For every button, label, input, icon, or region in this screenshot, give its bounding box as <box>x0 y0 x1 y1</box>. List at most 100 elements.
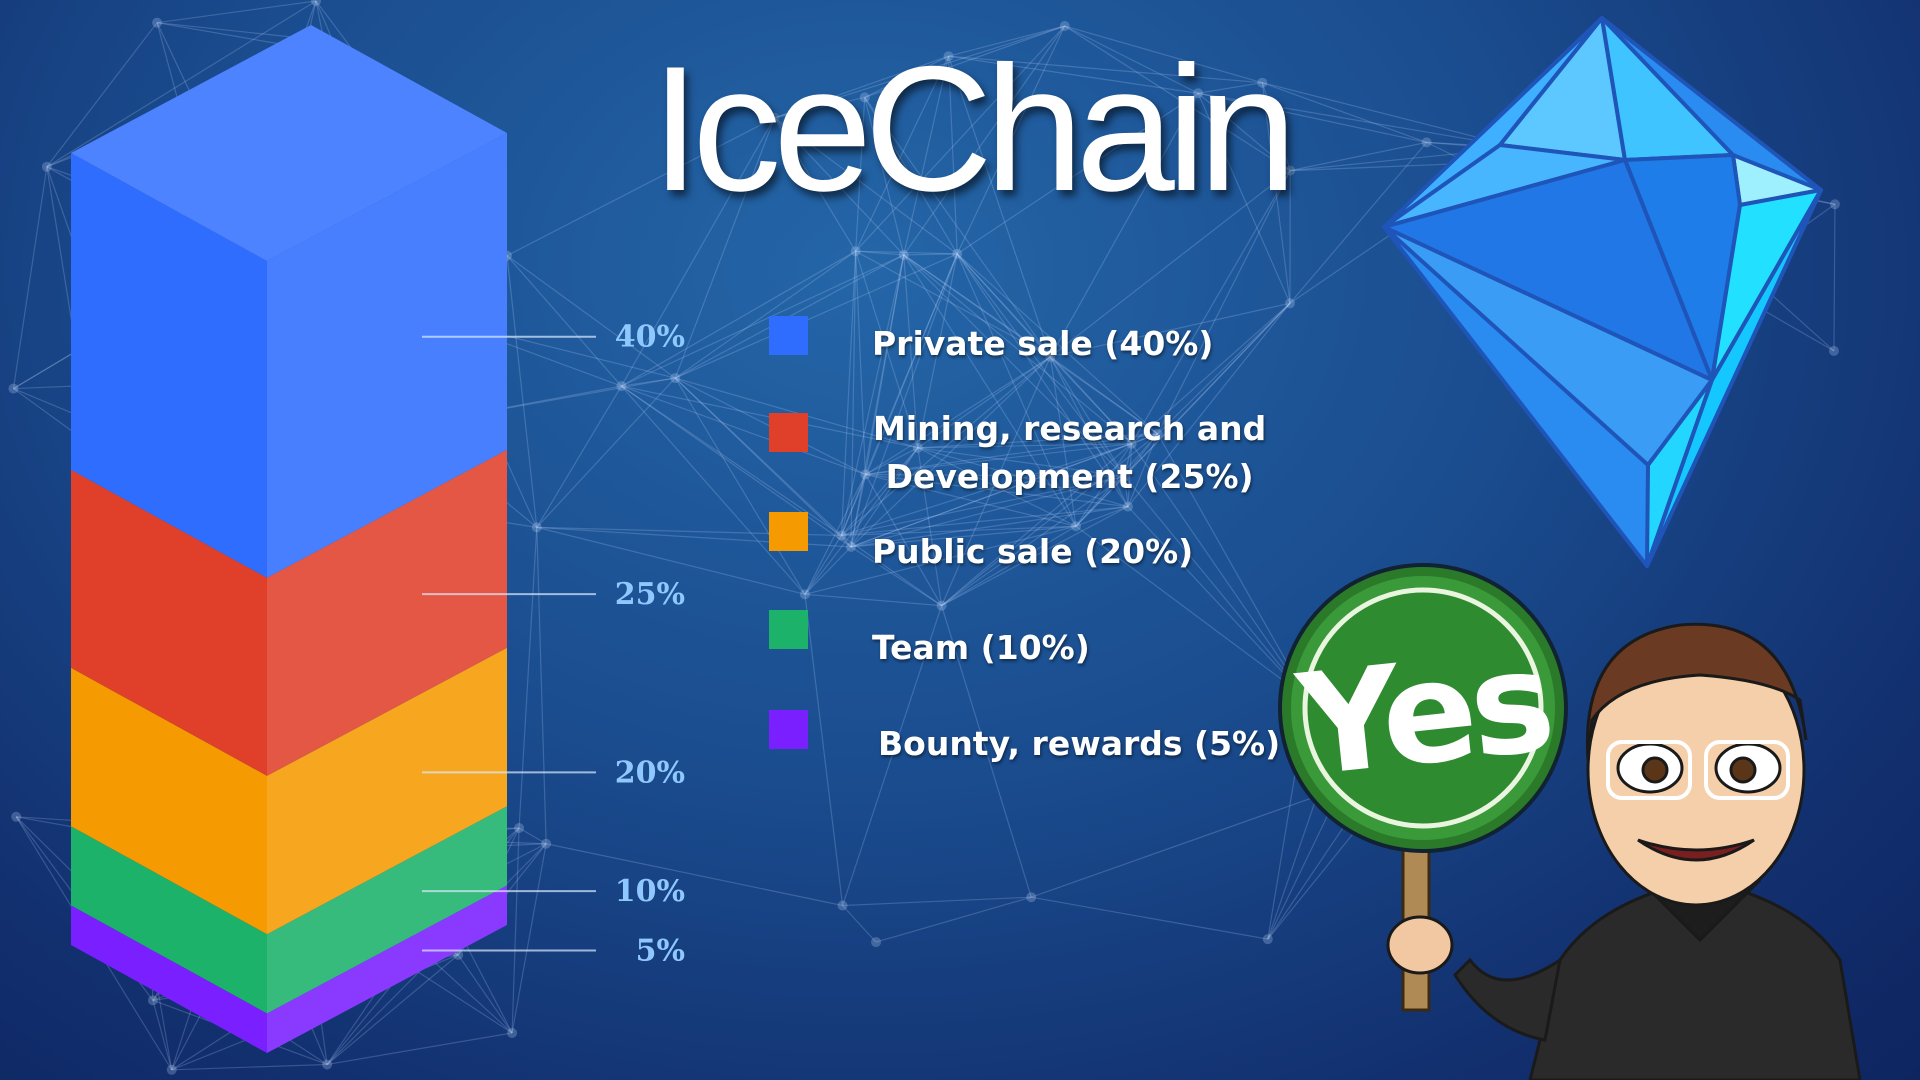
legend-item-team: Team (10%) <box>769 610 1090 672</box>
network-line <box>841 475 1125 537</box>
network-line <box>956 253 1126 477</box>
network-line <box>865 443 1132 476</box>
network-line <box>1267 796 1318 940</box>
network-line <box>865 473 1077 527</box>
network-line <box>840 254 905 536</box>
network-line <box>674 117 776 379</box>
network-line <box>840 474 866 536</box>
network-node <box>147 995 158 1006</box>
network-line <box>1075 433 1159 527</box>
bar-segment-3 <box>71 806 507 1014</box>
legend-label: Team (10%) <box>872 628 1090 667</box>
network-line <box>620 117 776 387</box>
data-label: 20% <box>615 755 685 790</box>
network-line <box>327 1032 513 1066</box>
network-node <box>541 838 552 849</box>
network-line <box>621 385 842 536</box>
network-line <box>774 55 949 119</box>
legend-swatch <box>769 316 808 355</box>
network-line <box>850 253 958 548</box>
segment-left-face <box>71 667 267 935</box>
network-line <box>1031 795 1318 898</box>
bar-segment-4 <box>71 885 507 1053</box>
network-line <box>850 443 1132 548</box>
segment-right-face <box>267 647 507 935</box>
network-line <box>903 254 1159 435</box>
network-line <box>917 253 958 448</box>
network-line <box>675 377 918 449</box>
network-node <box>1421 137 1432 148</box>
segment-right-face <box>267 133 507 578</box>
network-line <box>1064 25 1199 94</box>
network-line <box>46 0 317 168</box>
network-line <box>1131 170 1291 444</box>
network-node <box>871 937 882 948</box>
network-line <box>546 843 843 907</box>
network-line <box>804 447 919 595</box>
legend-item-private-sale: Private sale (40%) <box>769 316 1213 368</box>
network-line <box>850 356 1051 548</box>
network-line <box>1157 302 1291 435</box>
network-line <box>1064 25 1291 172</box>
legend-item-bounty: Bounty, rewards (5%) <box>769 710 1280 768</box>
network-line <box>956 253 1129 507</box>
network-line <box>841 356 1051 536</box>
network-line <box>457 954 513 1034</box>
network-line <box>804 546 852 595</box>
legend-label: Bounty, rewards (5%) <box>878 724 1281 763</box>
network-node <box>769 112 780 123</box>
network-line <box>773 117 857 252</box>
network-node <box>166 1064 177 1075</box>
network-line <box>1833 204 1836 351</box>
network-line <box>1127 506 1308 700</box>
network-line <box>948 55 1199 94</box>
network-line <box>171 1063 328 1071</box>
network-line <box>850 254 905 548</box>
network-line <box>855 250 1051 358</box>
network-line <box>621 250 856 387</box>
segment-right-face <box>267 885 507 1053</box>
network-line <box>1289 141 1428 304</box>
network-node <box>799 589 810 600</box>
network-line <box>941 605 1032 898</box>
network-node <box>1026 892 1037 903</box>
network-line <box>850 474 866 548</box>
network-node <box>943 51 954 62</box>
network-node <box>859 92 870 103</box>
network-line <box>674 377 842 536</box>
network-line <box>536 385 622 528</box>
network-line <box>804 593 942 607</box>
network-node <box>1828 345 1839 356</box>
network-line <box>1127 433 1159 507</box>
data-label: 40% <box>615 320 685 355</box>
network-node <box>531 522 542 533</box>
legend-label: Public sale (20%) <box>872 532 1194 571</box>
segment-top-face <box>71 25 507 261</box>
network-line <box>1049 356 1126 477</box>
network-line <box>850 251 857 547</box>
network-line <box>956 253 1051 358</box>
network-line <box>46 22 158 168</box>
network-node <box>912 442 923 453</box>
network-line <box>621 377 676 387</box>
network-line <box>12 166 48 389</box>
network-line <box>956 253 1077 527</box>
network-line <box>1261 82 1291 304</box>
network-line <box>506 255 538 528</box>
cartoon-avatar <box>1386 622 1862 1080</box>
network-line <box>1049 356 1129 507</box>
segment-left-face <box>71 153 267 578</box>
network-line <box>864 254 905 475</box>
network-line <box>850 525 1077 548</box>
network-line <box>804 594 844 906</box>
yes-sign: Yes <box>1278 563 1568 1012</box>
network-line <box>917 443 1132 449</box>
network-node <box>1045 351 1056 362</box>
network-line <box>850 546 942 607</box>
network-line <box>855 55 950 252</box>
legend-item-mining: Mining, research and Development (25%) <box>769 409 1266 501</box>
network-line <box>1049 356 1077 527</box>
network-line <box>1197 92 1518 149</box>
network-line <box>1049 92 1199 358</box>
network-node <box>11 811 22 822</box>
